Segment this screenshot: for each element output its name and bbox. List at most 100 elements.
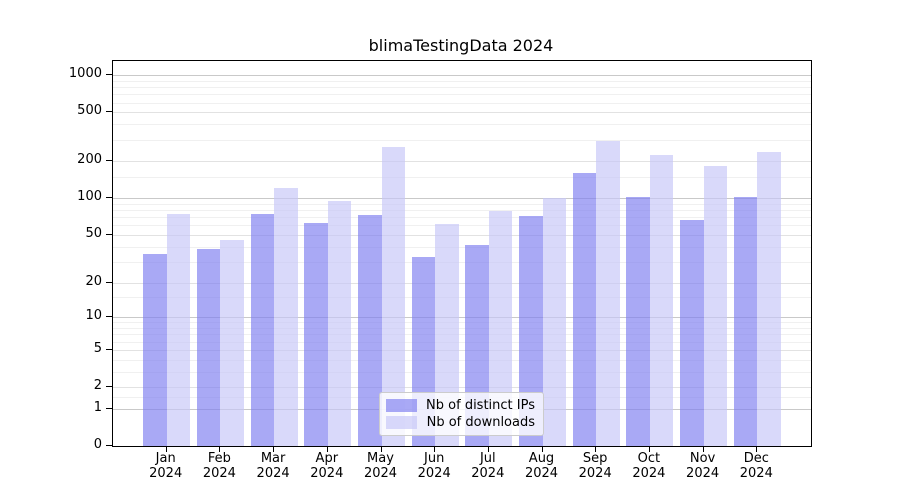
y-tick-label: 10 [85, 308, 102, 324]
bar-nb-of-distinct-ips-jan [143, 253, 167, 446]
gridline-major [113, 198, 811, 200]
bar-nb-of-downloads-mar [274, 188, 298, 446]
bar-nb-of-downloads-feb [220, 240, 244, 446]
x-tick-label-nov: Nov 2024 [671, 451, 735, 481]
y-tick-mark [106, 316, 112, 318]
x-tick-mark [219, 446, 221, 452]
gridline-minor [113, 297, 811, 299]
legend-swatch-distinct-ips [386, 398, 417, 412]
x-tick-mark [434, 446, 436, 452]
plot-area [112, 60, 812, 447]
y-tick-mark [106, 348, 112, 350]
x-tick-mark [273, 446, 275, 452]
x-tick-year: 2024 [632, 466, 666, 481]
gridline-minor [113, 246, 811, 248]
gridline-minor [113, 359, 811, 361]
x-tick-year: 2024 [363, 466, 398, 481]
gridline-minor [113, 80, 811, 82]
bar-nb-of-downloads-nov [703, 166, 728, 446]
x-tick-year: 2024 [739, 466, 773, 481]
x-tick-month: Feb [207, 451, 231, 466]
x-tick-mark [648, 446, 650, 452]
x-tick-label-aug: Aug 2024 [510, 451, 574, 481]
legend-label-downloads: Nb of downloads [426, 415, 535, 431]
x-tick-label-oct: Oct 2024 [617, 451, 681, 481]
gridline-minor [113, 139, 811, 141]
x-tick-year: 2024 [202, 466, 236, 481]
bar-nb-of-distinct-ips-aug [519, 215, 543, 446]
x-tick-month: Aug [528, 451, 555, 466]
x-tick-label-mar: Mar 2024 [241, 451, 305, 481]
x-tick-label-sep: Sep 2024 [563, 451, 627, 481]
y-tick-label: 1000 [68, 66, 102, 82]
y-tick-mark [106, 233, 112, 235]
legend-item-distinct-ips: Nb of distinct IPs [386, 398, 535, 413]
gridline-minor [113, 341, 811, 343]
y-tick-label: 1 [93, 399, 102, 415]
bar-nb-of-distinct-ips-dec [733, 197, 758, 446]
bar-nb-of-distinct-ips-may [358, 214, 382, 446]
x-tick-month: Dec [743, 451, 769, 466]
bar-nb-of-downloads-oct [649, 155, 674, 446]
legend-label-distinct-ips: Nb of distinct IPs [426, 397, 535, 413]
gridline-minor [113, 203, 811, 205]
x-tick-label-jan: Jan 2024 [134, 451, 198, 481]
x-tick-year: 2024 [578, 466, 612, 481]
x-tick-month: May [367, 451, 394, 466]
gridline-minor [113, 328, 811, 329]
gridline-major [113, 112, 811, 114]
gridline-minor [113, 94, 811, 96]
gridline-minor [113, 102, 811, 104]
gridline-minor [113, 371, 811, 373]
x-tick-mark [756, 446, 758, 452]
chart-title: blimaTestingData 2024 [368, 36, 554, 55]
bar-nb-of-distinct-ips-mar [250, 213, 275, 446]
bar-nb-of-downloads-dec [757, 151, 781, 446]
x-tick-label-dec: Dec 2024 [724, 451, 788, 481]
bar-nb-of-distinct-ips-sep [572, 173, 597, 446]
y-tick-label: 200 [77, 152, 102, 168]
gridline-minor [113, 217, 811, 219]
x-tick-year: 2024 [686, 466, 720, 481]
x-tick-month: Jul [479, 451, 496, 466]
x-tick-mark [702, 446, 704, 452]
x-tick-month: Nov [689, 451, 716, 466]
bar-nb-of-downloads-aug [542, 197, 566, 446]
x-tick-mark [380, 446, 382, 452]
x-tick-mark [165, 446, 167, 452]
x-tick-label-feb: Feb 2024 [187, 451, 251, 481]
y-tick-mark [106, 281, 112, 283]
x-tick-label-jun: Jun 2024 [402, 451, 466, 481]
y-tick-mark [106, 160, 112, 162]
bar-nb-of-distinct-ips-feb [196, 249, 221, 446]
gridline-minor [113, 322, 811, 324]
y-tick-label: 5 [93, 340, 102, 356]
y-tick-label: 50 [85, 225, 102, 241]
gridline-major [113, 349, 811, 351]
legend: Nb of distinct IPs Nb of downloads [379, 392, 544, 436]
x-tick-label-may: May 2024 [349, 451, 413, 481]
bar-nb-of-downloads-sep [596, 140, 620, 446]
x-tick-month: Sep [582, 451, 608, 466]
bar-nb-of-distinct-ips-oct [626, 196, 650, 446]
gridline-minor [113, 87, 811, 88]
x-tick-month: Jan [155, 451, 176, 466]
x-tick-year: 2024 [256, 466, 290, 481]
y-tick-mark [106, 111, 112, 113]
x-tick-mark [326, 446, 328, 452]
y-tick-mark [106, 445, 112, 446]
x-tick-year: 2024 [417, 466, 451, 481]
x-tick-mark [487, 446, 489, 452]
gridline-major [113, 75, 811, 77]
bar-nb-of-distinct-ips-nov [680, 220, 704, 446]
x-tick-label-jul: Jul 2024 [456, 451, 520, 481]
x-tick-mark [595, 446, 597, 452]
gridline-minor [113, 176, 811, 178]
x-tick-month: Apr [315, 451, 339, 466]
x-tick-month: Jun [424, 451, 445, 466]
gridline-minor [113, 210, 811, 212]
legend-swatch-downloads [386, 416, 417, 430]
bar-nb-of-distinct-ips-apr [304, 222, 328, 446]
bar-nb-of-downloads-jul [488, 211, 513, 446]
